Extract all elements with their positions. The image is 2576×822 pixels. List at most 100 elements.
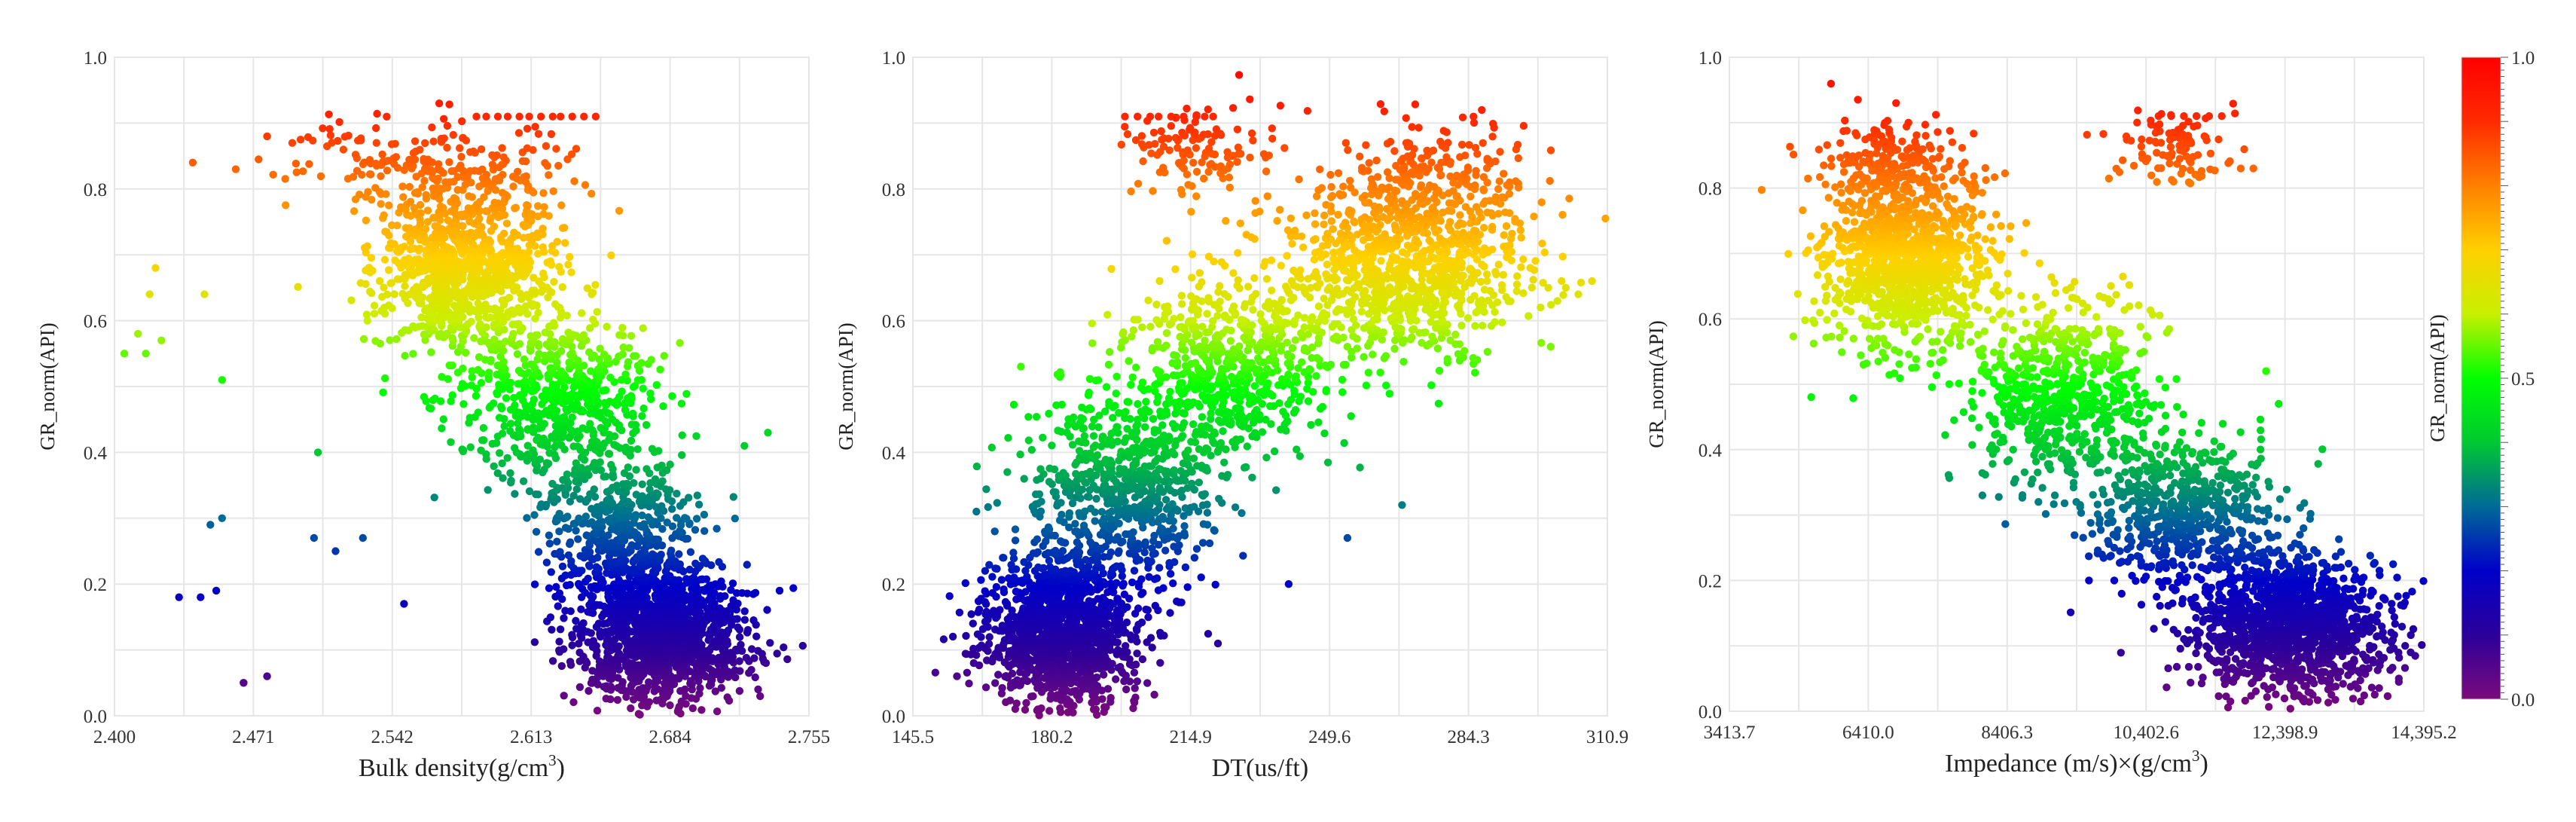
data-point xyxy=(557,662,566,671)
data-point xyxy=(477,379,486,387)
data-point xyxy=(371,184,380,192)
data-point xyxy=(1204,630,1213,638)
data-point xyxy=(1001,597,1010,607)
data-point xyxy=(474,299,482,307)
data-point xyxy=(431,394,439,403)
data-point xyxy=(545,584,554,592)
data-point xyxy=(305,160,313,168)
data-point xyxy=(420,176,429,185)
data-point xyxy=(553,537,561,545)
data-point xyxy=(373,109,381,118)
data-point xyxy=(120,350,129,358)
data-point xyxy=(142,350,150,358)
data-point xyxy=(445,158,453,167)
data-point xyxy=(1284,580,1293,588)
data-point xyxy=(747,665,755,674)
data-point xyxy=(492,439,501,448)
data-point xyxy=(548,657,557,665)
data-point xyxy=(380,283,388,292)
data-point xyxy=(602,472,610,481)
data-point xyxy=(399,193,407,201)
data-point xyxy=(370,310,379,318)
data-point xyxy=(754,685,762,694)
data-point xyxy=(955,608,964,617)
data-point xyxy=(624,463,632,472)
data-point xyxy=(481,300,490,309)
data-point xyxy=(555,509,563,518)
data-point xyxy=(593,707,602,715)
data-point xyxy=(533,202,542,210)
data-point xyxy=(996,606,1004,614)
data-point xyxy=(560,224,569,232)
data-point xyxy=(756,692,765,701)
data-point xyxy=(984,640,993,648)
data-point xyxy=(555,527,563,536)
x-tick-label: 2.542 xyxy=(371,727,414,747)
data-point xyxy=(398,289,407,298)
data-point xyxy=(602,682,611,690)
data-point xyxy=(614,674,622,682)
data-point xyxy=(1145,573,1153,581)
data-point xyxy=(578,424,587,432)
x-tick-labels: 2.400 2.471 2.542 2.613 2.684 2.755 xyxy=(93,727,830,747)
data-point xyxy=(401,352,409,360)
data-point xyxy=(472,392,481,400)
data-point xyxy=(391,256,399,264)
data-point xyxy=(1009,549,1018,557)
data-point xyxy=(615,206,624,215)
data-point xyxy=(965,680,973,688)
data-point xyxy=(188,158,197,167)
data-point xyxy=(607,460,615,469)
data-points xyxy=(931,71,1610,720)
data-point xyxy=(335,118,343,127)
data-point xyxy=(632,466,640,474)
data-point xyxy=(992,582,1001,591)
data-point xyxy=(515,112,523,121)
data-point xyxy=(513,244,522,253)
data-point xyxy=(577,605,585,613)
data-point xyxy=(1034,563,1042,572)
data-point xyxy=(440,134,448,142)
data-point xyxy=(729,596,737,604)
x-tick-label: 2.755 xyxy=(788,727,830,747)
data-point xyxy=(1019,604,1027,613)
data-point xyxy=(750,654,758,662)
data-point xyxy=(1011,536,1020,545)
data-point xyxy=(525,487,534,496)
data-point xyxy=(530,580,539,588)
data-point xyxy=(151,264,160,272)
data-point xyxy=(592,563,600,571)
data-point xyxy=(723,693,731,701)
data-point xyxy=(423,206,432,215)
data-point xyxy=(648,445,657,453)
data-point xyxy=(498,429,507,438)
data-point xyxy=(749,616,758,625)
data-point xyxy=(735,633,744,641)
data-point xyxy=(982,607,990,616)
data-point xyxy=(642,465,651,473)
data-point xyxy=(651,475,660,484)
data-point xyxy=(582,531,591,539)
data-point xyxy=(449,130,457,139)
data-point xyxy=(579,331,588,339)
data-point xyxy=(676,339,684,347)
data-point xyxy=(503,454,511,462)
data-point xyxy=(652,380,661,390)
data-point xyxy=(1161,546,1170,555)
data-point xyxy=(134,329,142,338)
data-point xyxy=(681,685,689,694)
data-point xyxy=(1106,694,1115,702)
data-point xyxy=(453,185,462,194)
data-point xyxy=(691,526,700,534)
data-point xyxy=(392,335,401,344)
data-point xyxy=(981,683,990,692)
data-point xyxy=(532,527,541,536)
data-point xyxy=(416,200,425,209)
data-point xyxy=(1146,634,1155,642)
data-point xyxy=(584,686,593,695)
data-point xyxy=(638,480,646,488)
data-point xyxy=(331,547,340,555)
data-point xyxy=(715,558,723,567)
data-point xyxy=(596,458,604,466)
y-tick-label: 0.0 xyxy=(84,707,107,727)
